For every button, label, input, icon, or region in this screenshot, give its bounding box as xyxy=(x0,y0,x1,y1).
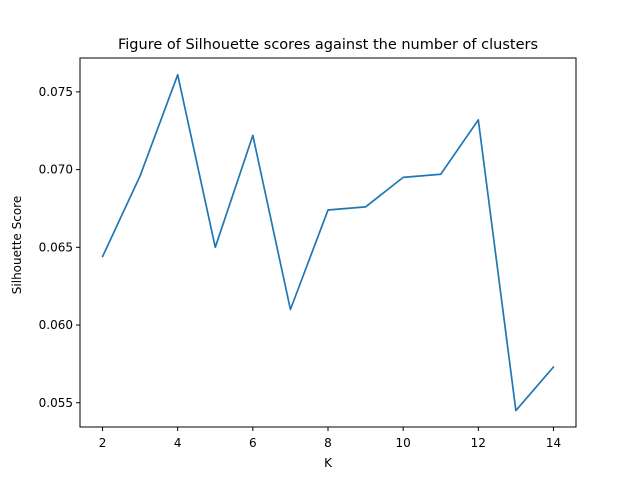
y-axis-label: Silhouette Score xyxy=(10,196,24,294)
y-tick-label: 0.065 xyxy=(39,240,73,254)
x-tick-label: 10 xyxy=(396,436,411,450)
x-tick-label: 14 xyxy=(546,436,561,450)
y-tick-label: 0.060 xyxy=(39,318,73,332)
y-tick-label: 0.055 xyxy=(39,396,73,410)
x-tick-label: 8 xyxy=(324,436,332,450)
y-tick-label: 0.070 xyxy=(39,163,73,177)
x-tick-label: 6 xyxy=(249,436,257,450)
x-axis-label: K xyxy=(324,456,333,470)
x-tick-label: 12 xyxy=(471,436,486,450)
chart-title: Figure of Silhouette scores against the … xyxy=(118,37,538,53)
y-tick-label: 0.075 xyxy=(39,85,73,99)
x-tick-label: 4 xyxy=(174,436,182,450)
x-tick-label: 2 xyxy=(99,436,107,450)
